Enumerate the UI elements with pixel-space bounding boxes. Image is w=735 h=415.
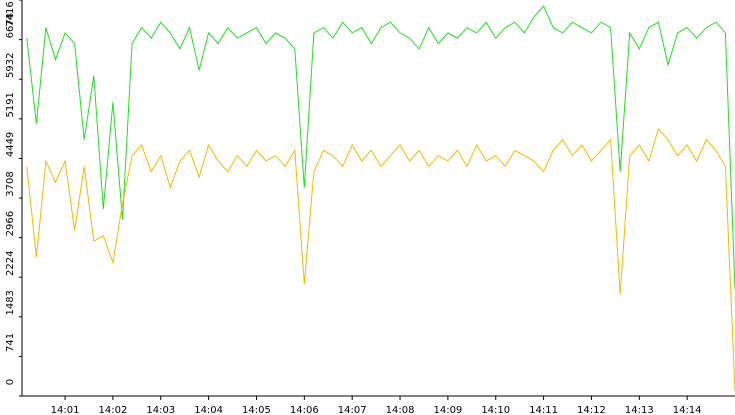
y-tick-label: 5191 [5, 92, 16, 117]
x-tick-label: 14:12 [577, 405, 606, 415]
y-tick-label: 2966 [5, 211, 16, 236]
series-line [26, 5, 735, 290]
y-tick-label: 4449 [5, 132, 16, 157]
y-tick-label: 7416 [5, 1, 16, 26]
x-tick-label: 14:09 [433, 405, 462, 415]
x-tick-label: 14:14 [673, 405, 702, 415]
y-tick-label: 741 [5, 333, 16, 352]
x-tick-label: 14:02 [99, 405, 128, 415]
y-tick-label: 0 [5, 379, 16, 385]
series-line [26, 128, 735, 391]
x-tick-label: 14:08 [386, 405, 415, 415]
y-tick-label: 3708 [5, 171, 16, 196]
x-tick-label: 14:03 [146, 405, 175, 415]
x-tick-label: 14:06 [290, 405, 319, 415]
y-tick-label: 6674 [5, 13, 16, 38]
y-tick-label: 1483 [5, 290, 16, 315]
x-tick-label: 14:01 [51, 405, 80, 415]
x-tick-label: 14:10 [481, 405, 510, 415]
x-tick-label: 14:05 [242, 405, 271, 415]
x-tick-label: 14:13 [625, 405, 654, 415]
x-tick-label: 14:04 [194, 405, 223, 415]
y-tick-label: 2224 [5, 251, 16, 276]
x-tick-label: 14:07 [338, 405, 367, 415]
y-tick-label: 5932 [5, 53, 16, 78]
x-tick-label: 14:11 [529, 405, 558, 415]
